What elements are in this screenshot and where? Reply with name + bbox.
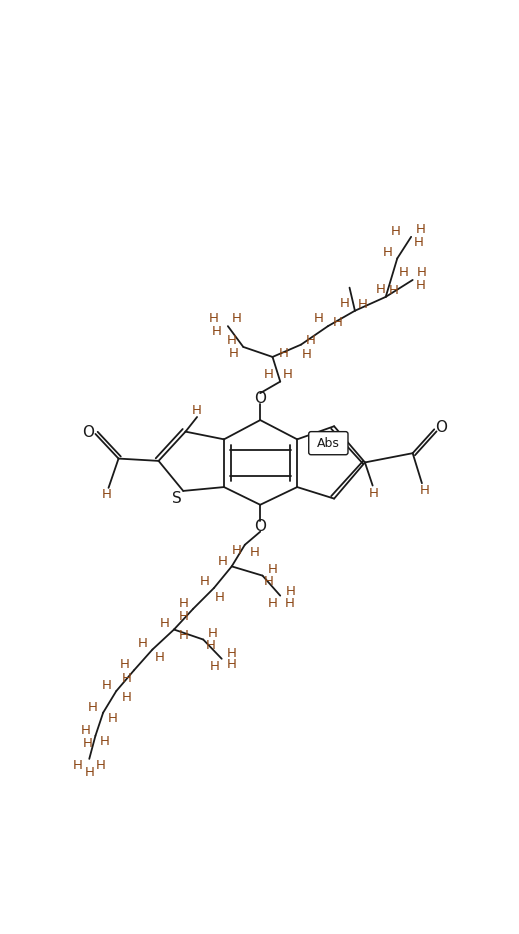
Text: Abs: Abs [317,437,339,449]
Text: H: H [100,735,110,748]
Text: H: H [121,672,131,685]
Text: H: H [284,597,294,610]
Text: H: H [107,713,117,726]
Text: H: H [208,627,217,640]
Text: H: H [415,279,425,291]
Text: O: O [83,425,94,440]
Text: H: H [332,316,342,329]
Text: H: H [250,546,260,559]
Text: H: H [206,639,216,652]
Text: H: H [286,585,296,598]
Text: H: H [209,312,219,325]
Text: H: H [88,700,98,714]
Text: H: H [217,555,227,568]
Text: H: H [178,630,188,643]
Text: H: H [179,610,189,623]
Text: H: H [96,758,106,771]
Text: H: H [268,597,278,610]
Text: H: H [264,575,274,588]
Text: H: H [227,334,237,347]
Text: H: H [155,651,165,664]
Text: H: H [314,312,324,325]
Text: H: H [264,368,274,381]
Text: H: H [278,347,288,360]
Text: H: H [120,658,130,672]
Text: H: H [389,284,399,297]
Text: H: H [417,266,427,278]
Text: H: H [84,766,94,779]
Text: H: H [232,312,242,325]
Text: H: H [101,679,111,692]
Text: H: H [215,590,225,603]
Text: H: H [227,658,237,672]
Text: O: O [254,391,266,406]
Text: H: H [138,637,148,650]
Text: H: H [268,563,278,576]
Text: H: H [399,266,408,278]
Text: H: H [179,597,189,610]
Text: H: H [121,691,131,704]
Text: H: H [415,222,425,235]
Text: H: H [306,334,316,347]
Text: H: H [73,758,83,771]
Text: H: H [358,298,367,311]
Text: H: H [102,488,112,502]
Text: H: H [302,348,311,361]
Text: H: H [414,236,424,249]
Text: O: O [254,519,266,534]
Text: H: H [211,325,221,338]
Text: H: H [383,246,393,259]
Text: H: H [229,347,239,361]
Text: H: H [283,368,293,381]
Text: H: H [80,724,90,737]
FancyBboxPatch shape [309,432,348,455]
Text: H: H [391,225,401,238]
Text: H: H [192,404,202,417]
Text: H: H [369,487,379,500]
Text: H: H [83,737,93,750]
Text: H: H [160,616,170,630]
Text: H: H [375,283,385,296]
Text: H: H [210,660,220,673]
Text: H: H [419,484,429,497]
Text: H: H [200,575,210,588]
Text: H: H [232,545,242,558]
Text: O: O [435,420,447,435]
Text: H: H [340,296,350,309]
Text: S: S [172,491,182,506]
Text: H: H [227,647,237,660]
